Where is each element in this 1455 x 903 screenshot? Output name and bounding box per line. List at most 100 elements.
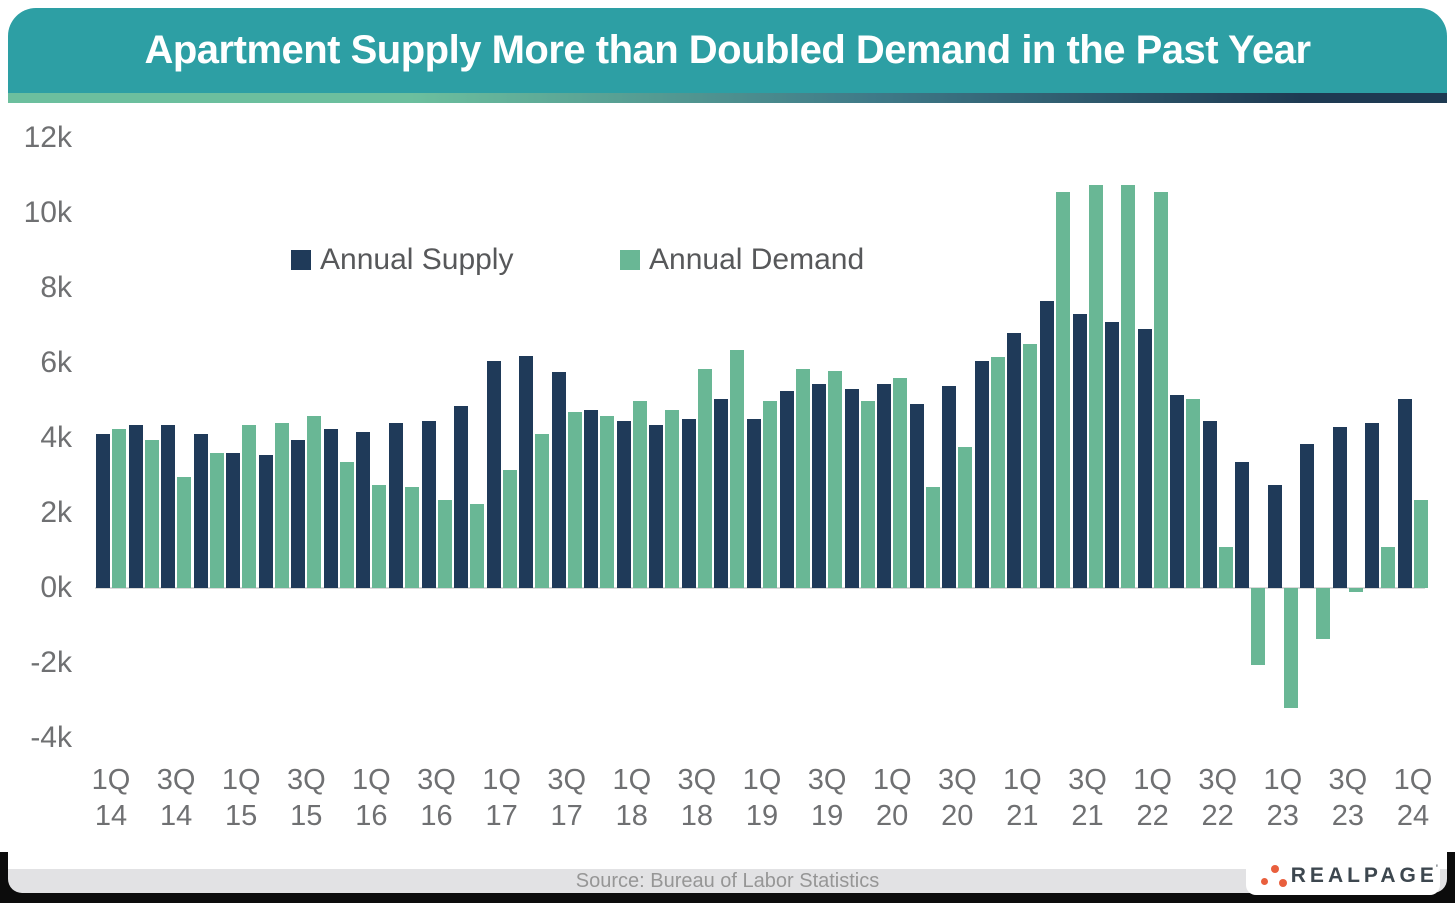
bar-supply-1Q-20 (877, 383, 892, 588)
bar-demand-1Q-20 (893, 378, 908, 588)
x-axis-label-1Q-14: 1Q 14 (91, 764, 131, 832)
bar-demand-1Q-24 (1414, 499, 1428, 588)
bar-demand-2Q-22 (1186, 398, 1201, 588)
realpage-logo-dots-icon (1260, 863, 1287, 889)
bar-supply-4Q-21 (1105, 321, 1119, 589)
bar-demand-4Q-14 (209, 453, 224, 588)
bar-demand-1Q-18 (632, 400, 647, 588)
x-axis-label-1Q-18: 1Q 18 (612, 764, 652, 832)
legend-supply-marker (291, 250, 311, 270)
bar-supply-2Q-15 (258, 454, 273, 588)
header-bar: Apartment Supply More than Doubled Deman… (8, 8, 1447, 93)
y-axis-label-6k: 6k (40, 346, 72, 379)
y-axis-label-4k: 4k (40, 421, 72, 454)
bar-supply-4Q-19 (844, 389, 859, 589)
y-axis-label-12k: 12k (23, 121, 72, 154)
bar-supply-1Q-14 (96, 434, 110, 589)
bar-demand-3Q-18 (697, 368, 712, 588)
y-axis-label-8k: 8k (40, 271, 72, 304)
legend-supply-label: Annual Supply (320, 243, 514, 276)
bar-demand-4Q-15 (339, 462, 354, 588)
bar-supply-4Q-15 (323, 428, 338, 588)
bar-demand-2Q-17 (535, 434, 550, 589)
y-axis-label-0k: 0k (40, 571, 72, 604)
bar-demand-4Q-17 (600, 415, 615, 588)
bar-supply-1Q-18 (616, 421, 631, 588)
bar-demand-3Q-16 (437, 499, 452, 588)
bar-demand-1Q-16 (372, 484, 387, 588)
bar-demand-1Q-23 (1283, 588, 1298, 708)
bar-supply-3Q-23 (1332, 426, 1347, 589)
x-axis-label-3Q-20: 3Q 20 (937, 764, 977, 832)
source-text: Source: Bureau of Labor Statistics (575, 869, 880, 892)
bar-demand-1Q-22 (1153, 192, 1168, 588)
bar-supply-2Q-14 (128, 424, 143, 588)
realpage-logo-text: REALPAGE (1290, 864, 1438, 887)
x-axis-label-3Q-14: 3Q 14 (156, 764, 196, 832)
bar-supply-3Q-15 (291, 439, 306, 588)
bar-demand-4Q-20 (990, 357, 1005, 588)
bar-supply-2Q-20 (909, 404, 924, 589)
bar-demand-1Q-14 (112, 428, 126, 588)
y-axis-label--2k: -2k (30, 646, 72, 679)
bar-demand-1Q-15 (242, 424, 257, 588)
x-axis-label-1Q-24: 1Q 24 (1393, 764, 1433, 832)
bar-demand-4Q-21 (1121, 184, 1135, 588)
bar-supply-4Q-23 (1365, 423, 1380, 588)
bar-demand-3Q-19 (828, 370, 843, 588)
bar-demand-2Q-16 (404, 486, 419, 589)
bar-supply-4Q-18 (714, 398, 729, 588)
x-axis-label-3Q-16: 3Q 16 (417, 764, 456, 832)
realpage-logo: REALPAGE ' (1246, 857, 1440, 895)
bar-supply-4Q-16 (454, 406, 468, 588)
x-axis-label-1Q-21: 1Q 21 (1003, 764, 1042, 832)
y-axis-label--4k: -4k (30, 721, 72, 754)
bar-demand-1Q-17 (502, 469, 517, 588)
bar-supply-1Q-23 (1267, 484, 1282, 588)
accent-gradient-strip (8, 93, 1447, 103)
x-axis-label-1Q-16: 1Q 16 (352, 764, 391, 832)
bar-demand-2Q-19 (795, 368, 810, 588)
y-axis-label-2k: 2k (40, 496, 72, 529)
bar-demand-3Q-17 (567, 411, 582, 589)
bar-demand-2Q-21 (1055, 192, 1070, 588)
bar-supply-1Q-19 (747, 419, 761, 589)
bar-demand-4Q-18 (730, 349, 745, 588)
bar-demand-3Q-14 (177, 477, 192, 588)
trademark-mark: ' (1435, 863, 1438, 875)
bar-demand-2Q-20 (925, 486, 940, 589)
y-axis-label-10k: 10k (23, 196, 72, 229)
legend-demand-marker (620, 250, 640, 270)
legend-item-supply: Annual Supply (291, 243, 513, 277)
bar-demand-4Q-19 (860, 400, 875, 588)
bar-demand-2Q-23 (1316, 588, 1331, 639)
chart-title: Apartment Supply More than Doubled Deman… (144, 28, 1311, 72)
logo-dot (1271, 865, 1279, 873)
x-axis-label-3Q-21: 3Q 21 (1068, 764, 1107, 832)
x-axis-label-1Q-15: 1Q 15 (221, 764, 261, 832)
bar-supply-2Q-22 (1170, 394, 1185, 588)
x-axis-label-3Q-17: 3Q 17 (547, 764, 587, 832)
bar-demand-3Q-15 (307, 415, 322, 588)
bar-supply-4Q-22 (1235, 462, 1250, 588)
bar-demand-3Q-20 (958, 447, 973, 588)
legend-item-demand: Annual Demand (620, 243, 864, 277)
bar-supply-4Q-17 (584, 409, 599, 588)
bar-demand-3Q-22 (1218, 546, 1233, 589)
bar-supply-1Q-22 (1137, 329, 1152, 589)
bar-supply-3Q-21 (1072, 314, 1087, 589)
legend-demand-label: Annual Demand (649, 243, 865, 276)
bar-demand-4Q-23 (1381, 546, 1396, 589)
source-strip: Source: Bureau of Labor Statistics (8, 869, 1447, 893)
bar-supply-1Q-21 (1007, 333, 1022, 588)
bar-supply-3Q-19 (812, 383, 827, 588)
bar-supply-1Q-17 (486, 361, 501, 588)
bar-supply-2Q-19 (779, 391, 794, 588)
bar-supply-2Q-21 (1039, 301, 1054, 588)
footer-cover (8, 852, 1447, 869)
bar-supply-4Q-14 (193, 434, 208, 589)
bar-supply-1Q-15 (226, 453, 241, 588)
bar-demand-2Q-14 (144, 439, 159, 588)
bar-supply-3Q-17 (551, 372, 566, 588)
